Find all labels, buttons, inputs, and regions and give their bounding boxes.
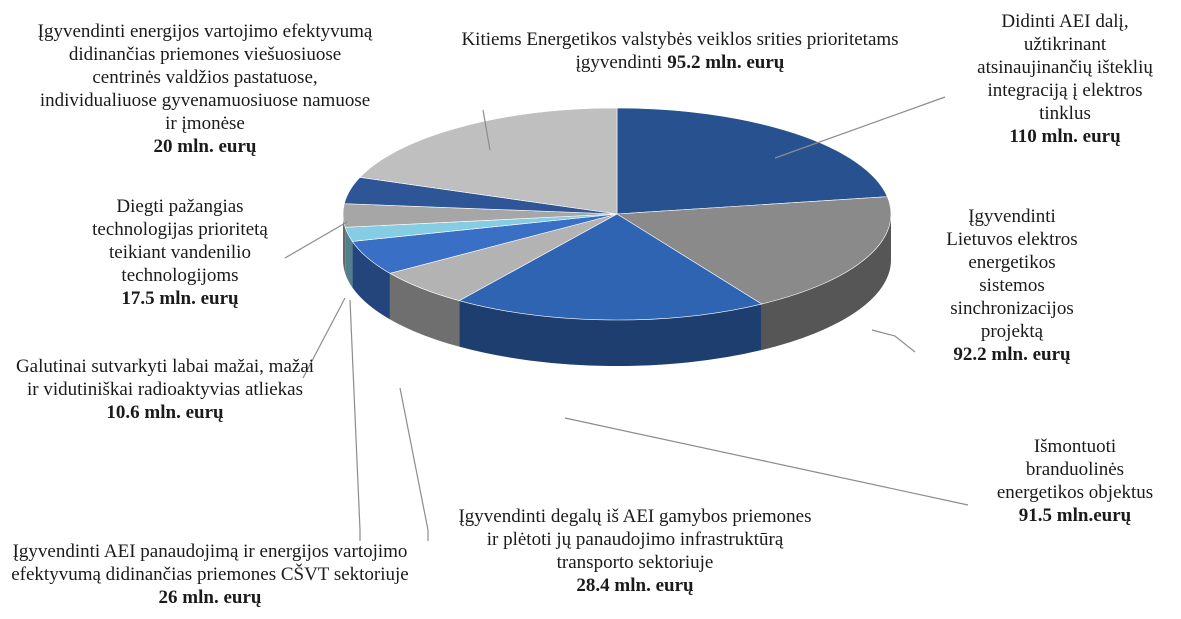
slice-side [352,241,390,320]
value-label: 92.2 mln. eurų [953,344,1071,365]
value-label: 91.5 mln.eurų [1018,505,1132,526]
category-label: Kitiems Energetikos valstybės veiklos sr… [461,29,899,73]
slice-side [761,214,891,351]
slice-label: Didinti AEI dalį, užtikrinant atsinaujin… [975,10,1155,148]
slice [616,196,892,305]
category-label: Įgyvendinti Lietuvos elektros energetiko… [946,206,1078,342]
value-label: 28.4 mln. eurų [576,575,694,596]
value-label: 26 mln. eurų [158,587,262,608]
leader-line [399,387,429,541]
slice-label: Išmontuoti branduolinės energetikos obje… [985,435,1165,527]
category-label: Galutinai sutvarkyti labai mažai, mažai … [15,356,315,400]
value-label: 17.5 mln. eurų [121,288,239,309]
slice-label: Įgyvendinti Lietuvos elektros energetiko… [937,205,1087,366]
value-label: 110 mln. eurų [1009,126,1121,147]
slice-side [459,300,762,366]
category-label: Išmontuoti branduolinės energetikos obje… [996,436,1154,503]
slice-label: Įgyvendinti degalų iš AEI gamybos priemo… [455,505,815,597]
category-label: Įgyvendinti AEI panaudojimą ir energijos… [11,541,409,585]
value-label: 20 mln. eurų [153,136,257,157]
leader-line [302,297,346,379]
slice-label: Diegti pažangias technologijas prioritet… [75,195,285,310]
category-label: Didinti AEI dalį, užtikrinant atsinaujin… [977,11,1153,124]
leader-line [564,417,969,506]
leader-line [774,96,946,159]
slice-label: Kitiems Energetikos valstybės veiklos sr… [450,28,910,74]
slice [616,107,888,215]
leader-line [482,109,491,151]
slice-side [343,214,346,274]
slice-label: Galutinai sutvarkyti labai mažai, mažai … [15,355,315,424]
category-label: Įgyvendinti degalų iš AEI gamybos priemo… [458,506,812,573]
leader-line [284,221,348,259]
slice-side [389,273,460,347]
leader-line [871,329,916,353]
slice-label: Įgyvendinti energijos vartojimo efektyvu… [35,20,375,158]
category-label: Diegti pažangias technologijas prioritet… [92,196,268,286]
category-label: Įgyvendinti energijos vartojimo efektyvu… [37,21,373,134]
slice-label: Įgyvendinti AEI panaudojimą ir energijos… [10,540,410,609]
value-label: 95.2 mln. eurų [667,52,785,73]
leader-line [349,299,361,541]
value-label: 10.6 mln. eurų [106,402,224,423]
slice [359,107,618,215]
slice-side [345,227,353,288]
slice [458,213,763,321]
